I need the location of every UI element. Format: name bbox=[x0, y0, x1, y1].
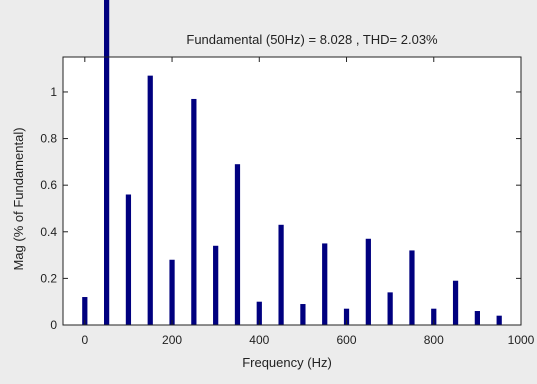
bar-200hz bbox=[169, 259, 175, 325]
bar-900hz bbox=[474, 311, 480, 325]
bar-500hz bbox=[300, 304, 306, 325]
bar-600hz bbox=[343, 308, 350, 325]
bar-850hz bbox=[452, 280, 459, 325]
bar-250hz bbox=[191, 98, 197, 325]
bar-0hz bbox=[82, 297, 88, 325]
y-tick-label: 0.2 bbox=[40, 271, 57, 285]
bar-550hz bbox=[322, 243, 328, 325]
bar-50hz bbox=[104, 0, 110, 325]
x-tick-label: 400 bbox=[249, 333, 269, 347]
chart-title: Fundamental (50Hz) = 8.028 , THD= 2.03% bbox=[186, 32, 438, 47]
bar-series bbox=[82, 0, 502, 325]
bar-800hz bbox=[431, 308, 437, 325]
x-ticks: 0 200 400 600 800 1000 bbox=[81, 57, 535, 347]
x-tick-label: 1000 bbox=[508, 333, 535, 347]
y-axis-label: Mag (% of Fundamental) bbox=[11, 127, 26, 270]
x-tick-label: 600 bbox=[337, 333, 357, 347]
bar-100hz bbox=[125, 194, 132, 325]
bar-300hz bbox=[213, 245, 219, 325]
axes-box bbox=[62, 56, 522, 326]
bar-150hz bbox=[147, 75, 153, 325]
bar-750hz bbox=[409, 250, 415, 325]
bar-450hz bbox=[278, 224, 284, 325]
bar-950hz bbox=[496, 315, 502, 325]
y-tick-label: 0 bbox=[50, 318, 57, 332]
x-axis-label: Frequency (Hz) bbox=[242, 355, 332, 370]
y-ticks: 0 0.2 0.4 0.6 0.8 1 bbox=[40, 85, 521, 332]
x-tick-label: 800 bbox=[424, 333, 444, 347]
y-tick-label: 0.6 bbox=[40, 178, 57, 192]
axes bbox=[62, 56, 522, 326]
y-tick-label: 1 bbox=[50, 85, 57, 99]
y-tick-label: 0.4 bbox=[40, 225, 57, 239]
bar-350hz bbox=[234, 164, 241, 325]
plot-area bbox=[63, 57, 521, 325]
bar-400hz bbox=[256, 301, 262, 325]
bar-650hz bbox=[365, 238, 371, 325]
bar-700hz bbox=[387, 292, 393, 325]
x-tick-label: 0 bbox=[81, 333, 88, 347]
x-tick-label: 200 bbox=[162, 333, 182, 347]
y-tick-label: 0.8 bbox=[40, 132, 57, 146]
